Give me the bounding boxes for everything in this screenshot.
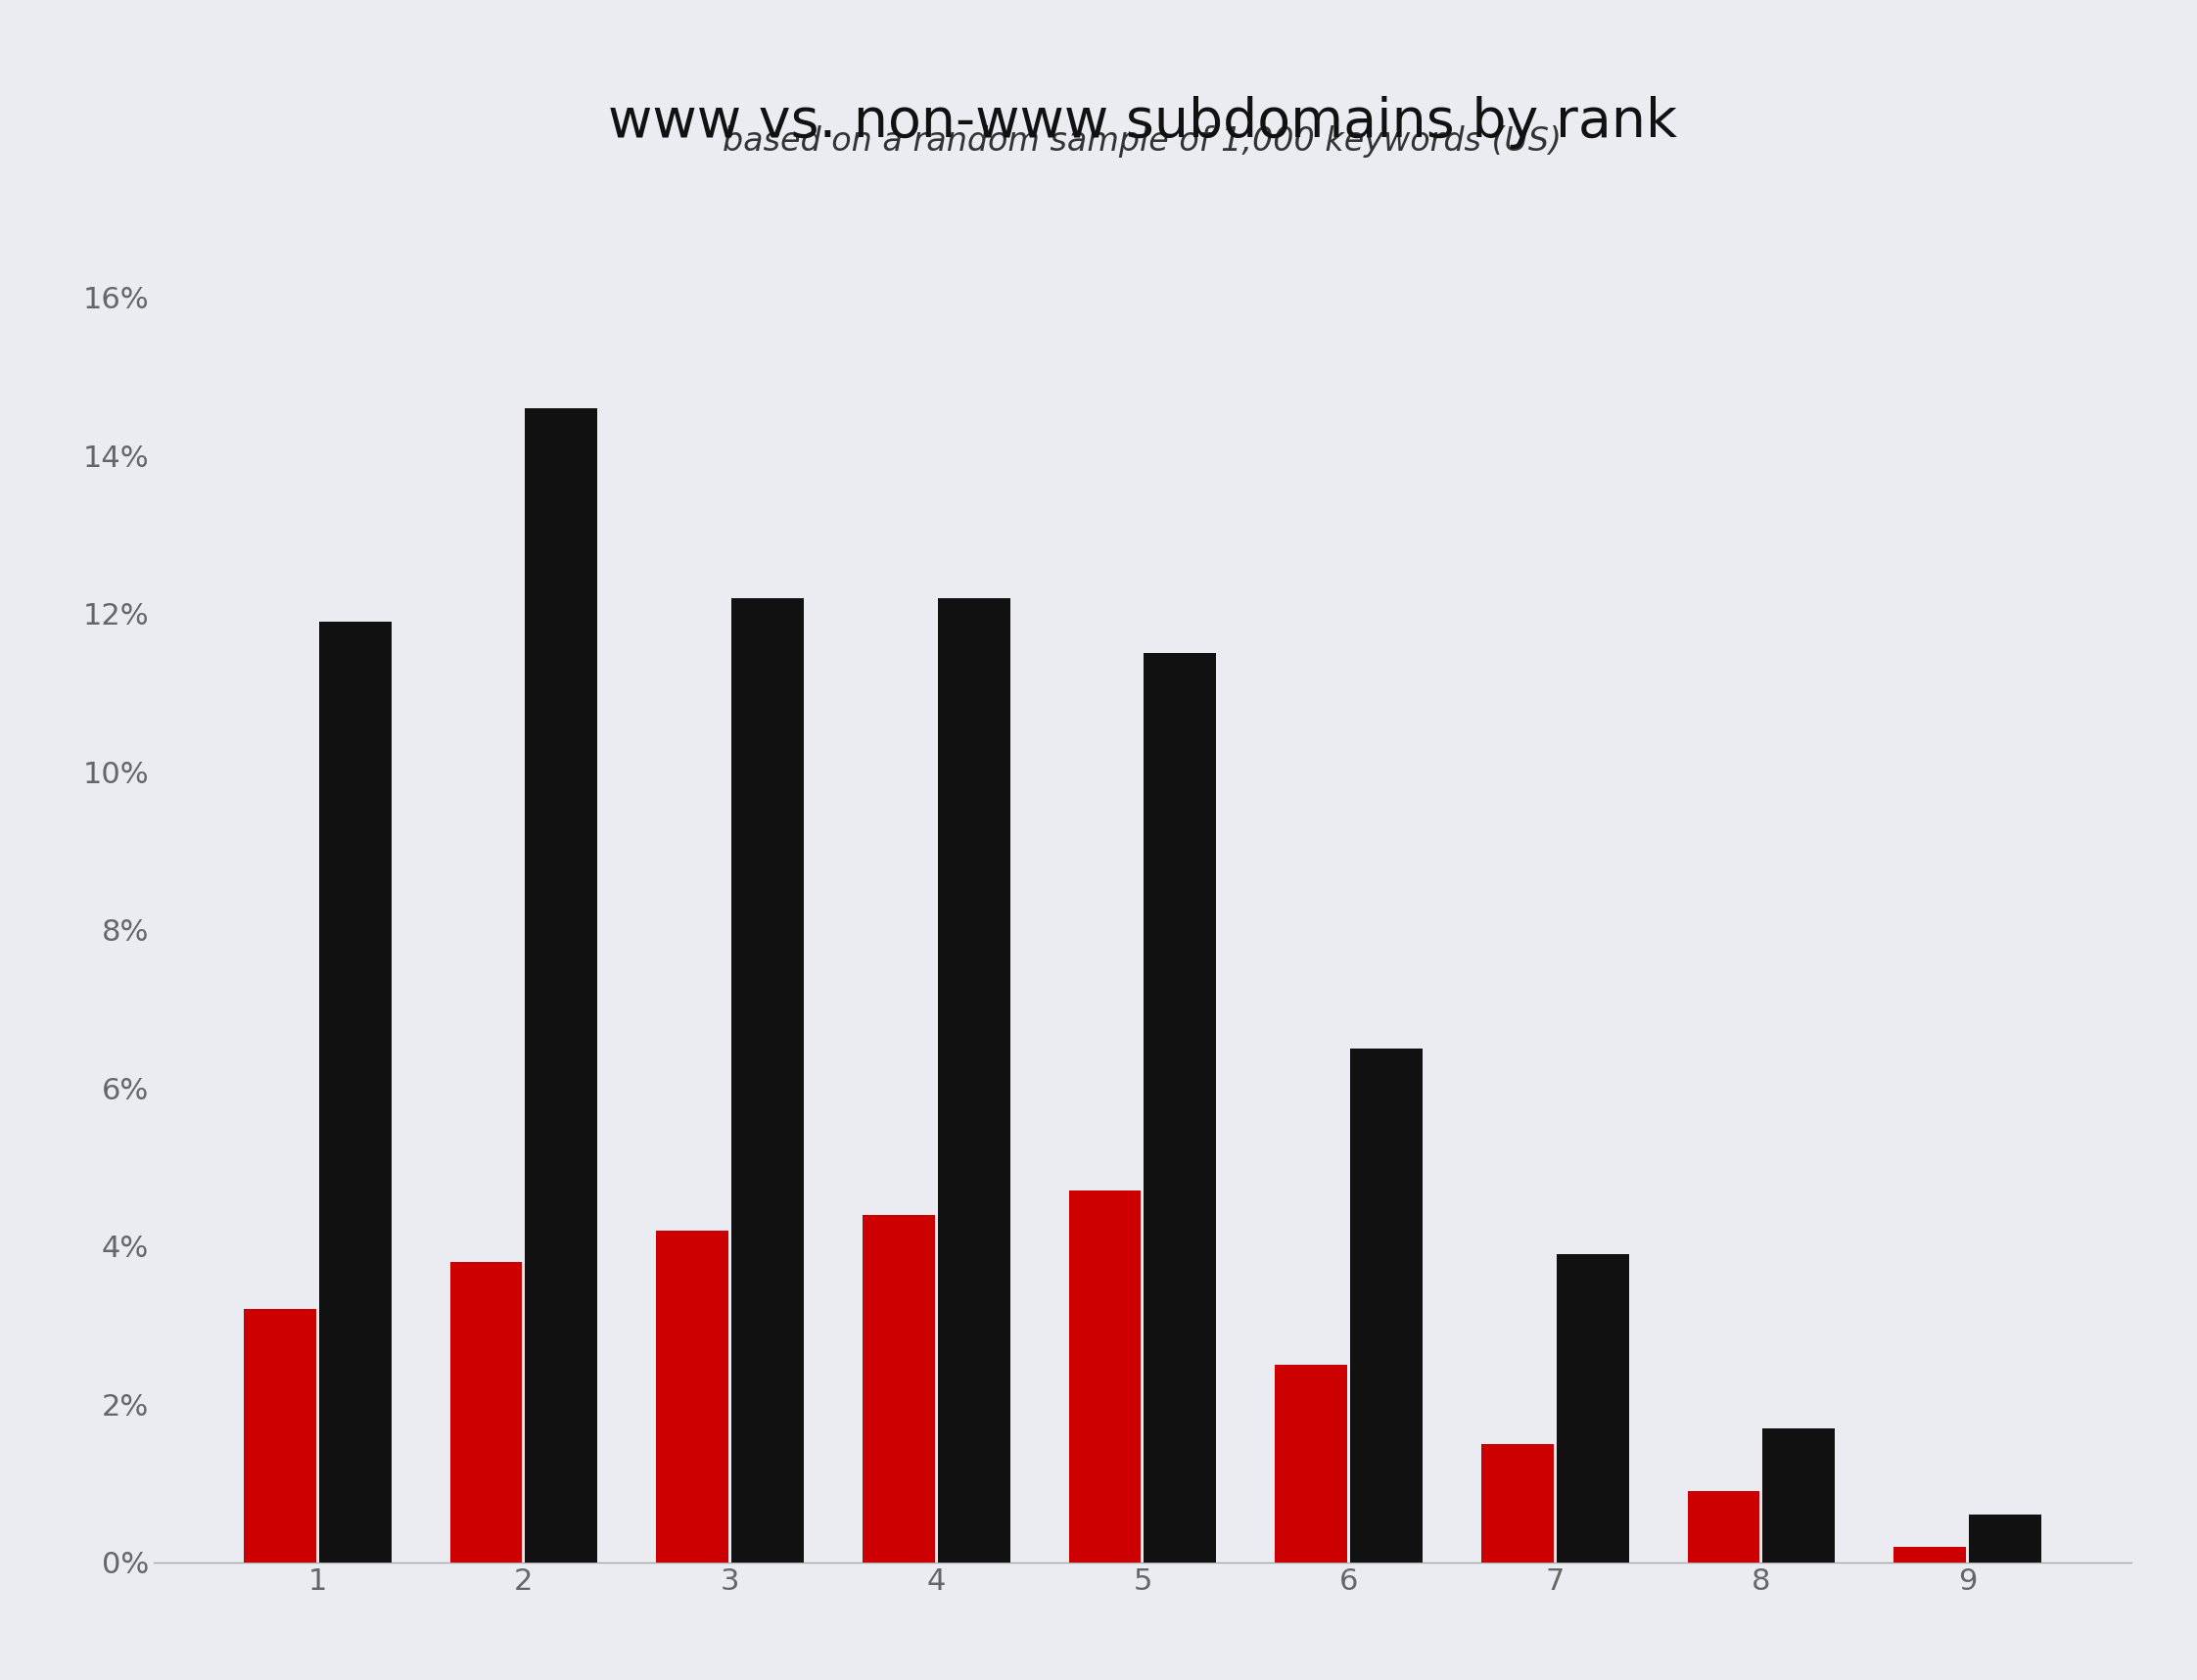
Bar xyxy=(1481,1443,1553,1562)
Bar xyxy=(1894,1547,1966,1562)
Bar xyxy=(1145,654,1217,1562)
Bar xyxy=(1274,1364,1347,1562)
Bar xyxy=(938,598,1011,1562)
Bar xyxy=(657,1230,729,1562)
Bar xyxy=(1687,1492,1760,1562)
Bar xyxy=(732,598,804,1562)
Bar xyxy=(1068,1191,1140,1562)
Bar xyxy=(525,408,598,1562)
Bar xyxy=(863,1215,934,1562)
Bar xyxy=(319,622,391,1562)
Bar xyxy=(244,1309,316,1562)
Bar xyxy=(1762,1428,1834,1562)
Bar xyxy=(1969,1515,2041,1562)
Bar xyxy=(450,1262,523,1562)
Text: based on a random sample of 1,000 keywords (US): based on a random sample of 1,000 keywor… xyxy=(723,126,1562,158)
Title: www vs. non-www subdomains by rank: www vs. non-www subdomains by rank xyxy=(609,96,1676,148)
Bar xyxy=(1351,1048,1421,1562)
Bar xyxy=(1555,1253,1628,1562)
